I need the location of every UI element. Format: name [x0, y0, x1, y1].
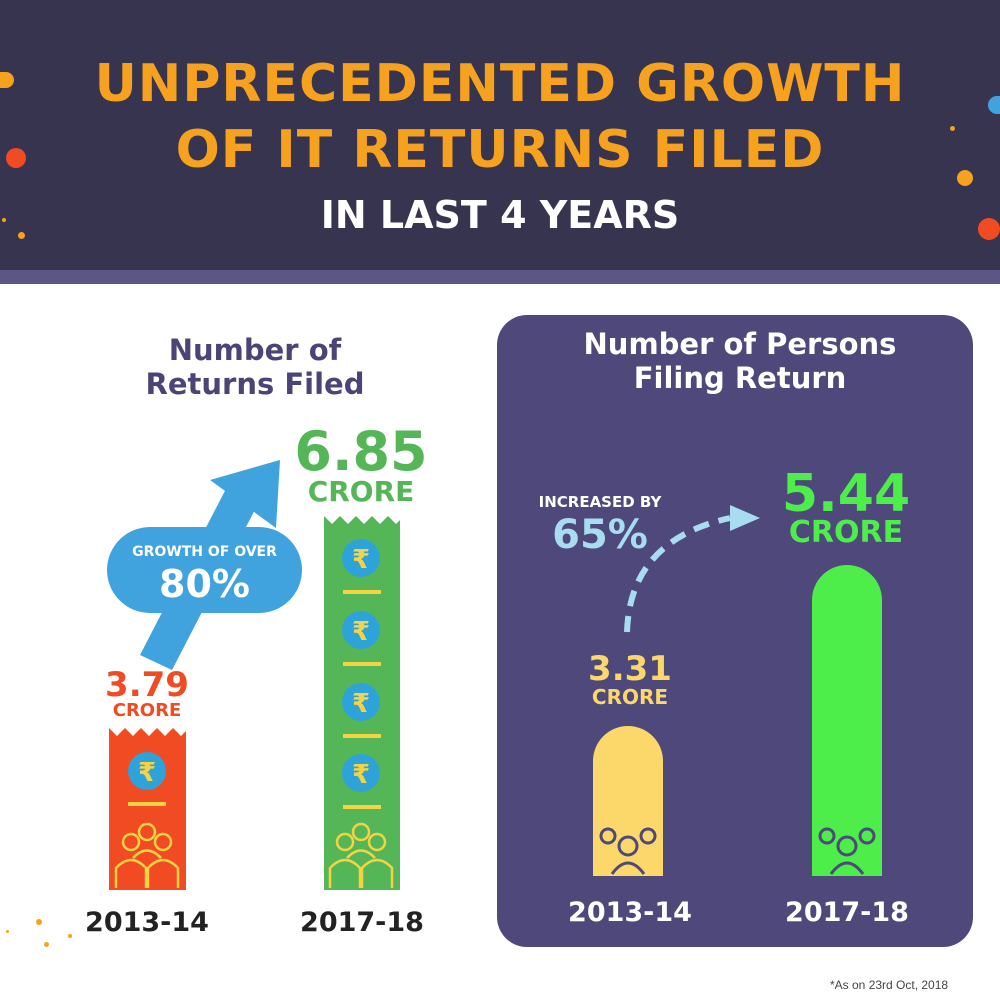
rupee-icon: ₹ — [342, 539, 380, 577]
rupee-icon: ₹ — [342, 754, 380, 792]
svg-text:₹: ₹ — [138, 758, 156, 788]
decor-dot — [988, 96, 1000, 114]
growth-callout — [107, 527, 302, 613]
rupee-icon: ₹ — [128, 752, 166, 790]
increase-callout-value: 65% — [552, 512, 648, 558]
decor-dot — [44, 942, 49, 947]
svg-text:₹: ₹ — [352, 760, 370, 790]
decor-dot — [2, 218, 6, 222]
persons-bar-2017-18 — [812, 565, 882, 876]
returns-unit-2017-18: CRORE — [307, 475, 415, 508]
page-title-line2: OF IT RETURNS FILED — [175, 120, 825, 180]
svg-text:₹: ₹ — [352, 689, 370, 719]
dashed-arrow-icon — [624, 505, 760, 633]
rupee-icon: ₹ — [342, 683, 380, 721]
returns-value-2013-14: 3.79 — [105, 665, 189, 705]
growth-callout-label: GROWTH OF OVER — [132, 544, 277, 560]
decor-dot — [36, 919, 42, 925]
people-group-icon — [328, 822, 394, 888]
svg-text:₹: ₹ — [352, 545, 370, 575]
decor-dot — [68, 934, 72, 938]
returns-bar-2013-14: ₹ — [109, 728, 186, 890]
persons-category-2013-14: 2013-14 — [568, 897, 692, 928]
persons-panel — [497, 315, 973, 947]
persons-category-2017-18: 2017-18 — [785, 897, 909, 928]
decor-dot — [6, 148, 26, 168]
returns-value-2017-18: 6.85 — [294, 420, 428, 483]
persons-bar-2013-14 — [593, 726, 663, 876]
page-subtitle: IN LAST 4 YEARS — [320, 193, 680, 237]
decor-dot — [0, 72, 14, 88]
persons-chart-heading: Number of Persons Filing Return — [583, 327, 897, 395]
returns-category-2013-14: 2013-14 — [85, 907, 209, 938]
decor-dot — [6, 930, 9, 933]
decor-dot — [978, 218, 1000, 240]
header-banner — [0, 0, 1000, 270]
decor-dot — [950, 126, 955, 131]
persons-unit-2013-14: CRORE — [591, 685, 669, 709]
persons-unit-2017-18: CRORE — [788, 515, 904, 550]
svg-text:₹: ₹ — [352, 617, 370, 647]
header-divider — [0, 270, 1000, 284]
returns-unit-2013-14: CRORE — [112, 700, 182, 721]
returns-bar-2017-18: ₹ ₹ ₹ ₹ — [324, 516, 400, 890]
decor-dot — [957, 170, 973, 186]
rupee-icon: ₹ — [342, 611, 380, 649]
footnote: *As on 23rd Oct, 2018 — [830, 978, 949, 992]
growth-callout-value: 80% — [159, 562, 250, 606]
decor-dot — [18, 232, 25, 239]
persons-value-2017-18: 5.44 — [781, 464, 911, 524]
returns-chart-heading: Number of Returns Filed — [145, 333, 365, 401]
people-group-icon — [114, 822, 180, 888]
persons-value-2013-14: 3.31 — [588, 649, 672, 689]
people-group-icon — [818, 827, 876, 875]
people-group-icon — [599, 827, 657, 875]
page-title-line1: UNPRECEDENTED GROWTH — [94, 54, 906, 114]
increase-callout-label: INCREASED BY — [538, 493, 662, 511]
returns-category-2017-18: 2017-18 — [300, 907, 424, 938]
